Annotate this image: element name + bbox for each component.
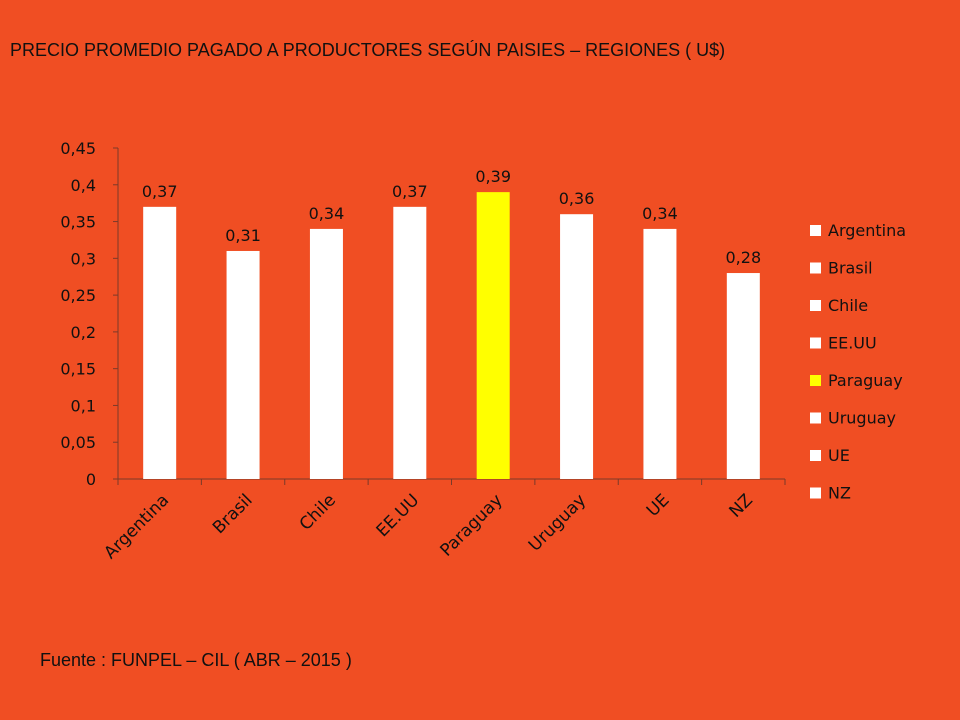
legend-swatch (810, 225, 821, 236)
legend-swatch (810, 337, 821, 349)
x-tick-label: Uruguay (525, 490, 590, 555)
legend-label: Paraguay (828, 371, 903, 390)
x-tick-label: Brasil (209, 490, 257, 538)
data-label: 0,36 (559, 189, 595, 208)
legend-swatch (810, 450, 821, 461)
legend-label: Uruguay (828, 409, 896, 428)
legend-swatch (810, 412, 821, 424)
legend-label: NZ (828, 484, 851, 503)
bar-paraguay (476, 192, 510, 479)
data-label: 0,37 (392, 182, 428, 201)
bar-chile (309, 228, 343, 479)
x-tick-label: Argentina (100, 490, 173, 563)
legend-label: UE (828, 446, 850, 465)
bar-uruguay (560, 214, 594, 479)
x-tick-label: UE (643, 490, 674, 521)
y-tick-label: 0,05 (60, 433, 96, 452)
bar-eeuu (393, 206, 427, 479)
legend-label: Brasil (828, 259, 873, 278)
x-tick-label: Paraguay (436, 490, 506, 560)
legend-label: EE.UU (828, 334, 877, 353)
y-tick-label: 0,4 (71, 176, 96, 195)
y-tick-label: 0,25 (60, 286, 96, 305)
x-tick-label: Chile (296, 490, 340, 534)
legend-label: Argentina (828, 221, 906, 240)
data-label: 0,34 (309, 204, 345, 223)
y-tick-label: 0,15 (60, 360, 96, 379)
y-tick-label: 0 (86, 470, 96, 489)
y-tick-label: 0,45 (60, 139, 96, 158)
data-label: 0,37 (142, 182, 178, 201)
legend-swatch (810, 375, 821, 386)
y-tick-label: 0,35 (60, 213, 96, 232)
data-label: 0,28 (726, 248, 762, 267)
y-tick-label: 0,3 (71, 249, 96, 268)
legend-label: Chile (828, 296, 868, 315)
bar-nz (726, 273, 760, 479)
x-tick-label: NZ (725, 490, 756, 521)
legend-swatch (810, 300, 821, 311)
data-label: 0,34 (642, 204, 678, 223)
data-label: 0,31 (225, 226, 261, 245)
x-tick-label: EE.UU (373, 490, 424, 541)
data-label: 0,39 (475, 167, 511, 186)
legend-swatch (810, 487, 821, 499)
bar-argentina (143, 206, 177, 479)
chart-title: PRECIO PROMEDIO PAGADO A PRODUCTORES SEG… (10, 40, 726, 60)
source-note: Fuente : FUNPEL – CIL ( ABR – 2015 ) (40, 650, 352, 670)
bar-brasil (226, 250, 260, 479)
legend-swatch (810, 262, 821, 274)
bar-ue (643, 228, 677, 479)
y-tick-label: 0,1 (71, 396, 96, 415)
y-tick-label: 0,2 (71, 323, 96, 342)
